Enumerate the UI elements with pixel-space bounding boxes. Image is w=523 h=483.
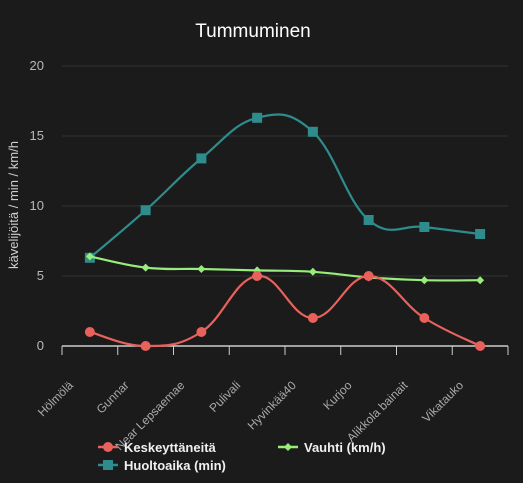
point-0-0 bbox=[84, 327, 95, 337]
grid-layer: 0 5 10 15 20 bbox=[30, 58, 508, 353]
x-tick-label-1: Gunnar bbox=[94, 378, 132, 416]
x-tick-label-0: Hölmölä bbox=[35, 378, 76, 419]
point-2-2 bbox=[197, 265, 206, 273]
point-2-7 bbox=[476, 276, 485, 285]
point-0-6 bbox=[419, 313, 430, 323]
x-tick-label-4: Hyvinkää40 bbox=[245, 378, 299, 432]
point-2-0 bbox=[85, 252, 94, 261]
point-1-4 bbox=[307, 126, 318, 137]
point-1-2 bbox=[196, 153, 207, 164]
y-tick-label-4: 20 bbox=[30, 58, 44, 73]
x-tick-label-5: Kurjoo bbox=[320, 378, 355, 413]
point-1-1 bbox=[140, 205, 151, 216]
y-tick-label-0: 0 bbox=[37, 338, 44, 353]
series-layer bbox=[84, 112, 486, 351]
y-tick-label-3: 15 bbox=[30, 128, 44, 143]
legend-marker-0 bbox=[103, 442, 113, 452]
series-line-2 bbox=[89, 255, 481, 282]
series-line-0 bbox=[89, 274, 481, 348]
legend-item-0: Keskeyttäneitä bbox=[98, 440, 217, 455]
legend: Keskeyttäneitä Huoltoaika (min) Vauhti (km… bbox=[98, 440, 386, 473]
legend-marker-2 bbox=[284, 443, 292, 451]
legend-item-1: Huoltoaika (min) bbox=[98, 458, 226, 473]
series-1 bbox=[84, 112, 486, 263]
point-0-2 bbox=[196, 327, 207, 337]
point-0-3 bbox=[252, 271, 263, 281]
legend-label-0: Keskeyttäneitä bbox=[124, 440, 217, 455]
point-0-5 bbox=[363, 271, 374, 281]
chart-title: Tummuminen bbox=[195, 21, 310, 42]
x-tick-label-3: Pulivali bbox=[206, 378, 243, 415]
point-2-4 bbox=[308, 267, 317, 276]
point-1-6 bbox=[419, 222, 430, 232]
y-tick-label-2: 10 bbox=[30, 198, 44, 213]
x-tick-label-7: Vikatauko bbox=[419, 378, 466, 425]
point-2-6 bbox=[420, 276, 429, 285]
point-2-1 bbox=[141, 263, 150, 272]
series-0 bbox=[84, 271, 486, 351]
point-0-1 bbox=[140, 341, 151, 351]
point-1-3 bbox=[252, 112, 263, 123]
series-2 bbox=[85, 252, 485, 285]
legend-item-2: Vauhti (km/h) bbox=[278, 440, 386, 455]
series-line-1 bbox=[89, 113, 481, 259]
point-0-4 bbox=[307, 313, 318, 323]
point-0-7 bbox=[475, 341, 486, 351]
y-axis-label: kävelijöitä / min / km/h bbox=[6, 141, 21, 269]
legend-marker-1 bbox=[103, 460, 113, 470]
point-1-7 bbox=[475, 229, 486, 239]
legend-label-1: Huoltoaika (min) bbox=[124, 458, 226, 473]
legend-label-2: Vauhti (km/h) bbox=[304, 440, 386, 455]
y-tick-label-1: 5 bbox=[37, 268, 44, 283]
point-1-5 bbox=[363, 215, 374, 225]
